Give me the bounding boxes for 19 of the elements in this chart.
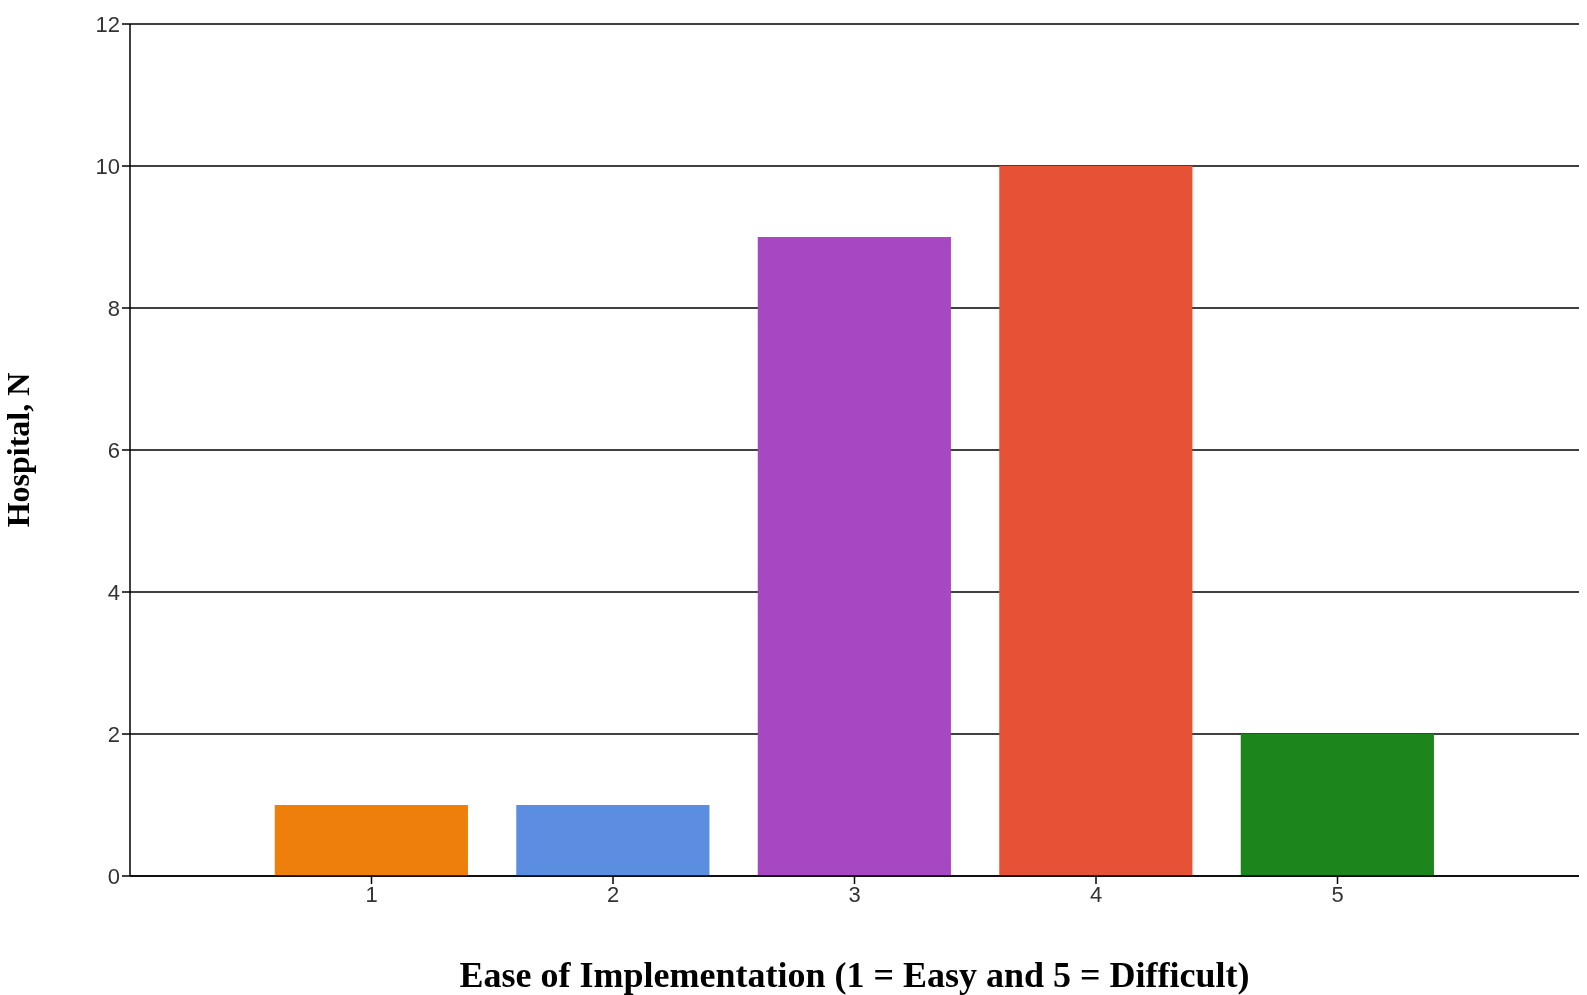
x-tick-label: 4 <box>1089 881 1103 907</box>
y-tick-label: 6 <box>107 437 120 463</box>
bar <box>274 805 468 876</box>
y-tick-label: 0 <box>107 863 120 889</box>
bar <box>1240 734 1434 876</box>
x-tick-label: 1 <box>365 881 378 907</box>
x-axis-title: Ease of Implementation (1 = Easy and 5 = Difficult) <box>459 955 1250 995</box>
y-tick-label: 10 <box>95 153 120 179</box>
y-tick-label: 12 <box>95 11 120 37</box>
x-tick-label: 5 <box>1331 881 1344 907</box>
bar <box>516 805 710 876</box>
y-tick-label: 8 <box>107 295 120 321</box>
x-tick-label: 3 <box>848 881 861 907</box>
y-tick-label: 2 <box>107 721 120 747</box>
y-axis-title: Hospital, N <box>0 372 37 528</box>
bar <box>999 166 1193 876</box>
y-tick-label: 4 <box>107 579 120 605</box>
x-tick-label: 2 <box>606 881 620 907</box>
bar <box>757 237 951 876</box>
